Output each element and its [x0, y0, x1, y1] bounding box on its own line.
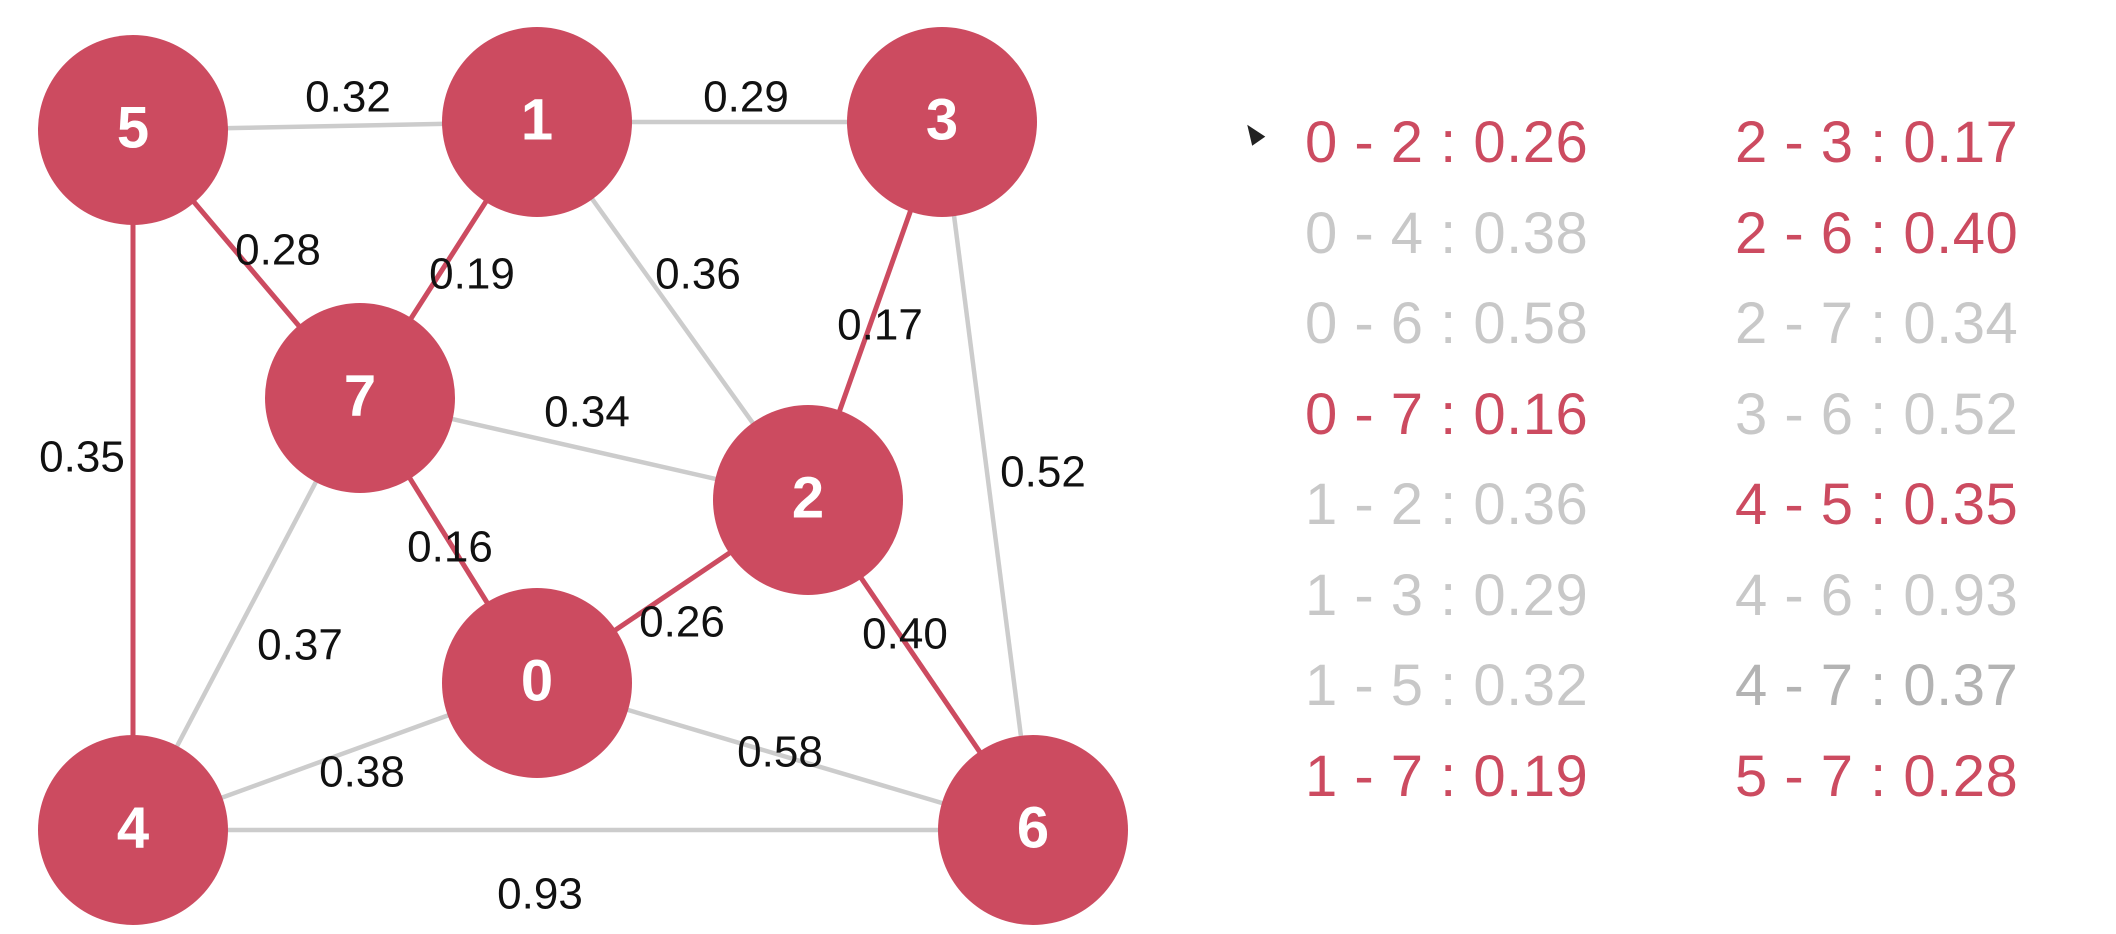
edge-weight-label-4-6: 0.93 — [497, 870, 583, 919]
node-circle — [38, 735, 228, 925]
node-label: 1 — [521, 87, 553, 152]
graph-node-5: 5 — [38, 35, 228, 225]
edge-list-item: 1 - 5 : 0.32 — [1305, 653, 1589, 718]
edge-weight-label-0-2: 0.26 — [639, 598, 725, 647]
edge-weight-label-4-7: 0.37 — [257, 621, 343, 670]
node-circle — [38, 35, 228, 225]
graph-node-4: 4 — [38, 735, 228, 925]
edge-weight-label-1-2: 0.36 — [655, 250, 741, 299]
edge-weight-label-0-4: 0.38 — [319, 748, 405, 797]
edge-weight-label-5-7: 0.28 — [235, 226, 321, 275]
node-circle — [442, 588, 632, 778]
edge-list-item: 4 - 7 : 0.37 — [1735, 653, 2019, 718]
edge-list-item: 1 - 7 : 0.19 — [1305, 743, 1589, 809]
edge-list-item: 2 - 7 : 0.34 — [1735, 291, 2019, 356]
node-label: 4 — [117, 795, 149, 860]
edge-list-item: 0 - 6 : 0.58 — [1305, 291, 1589, 356]
node-circle — [442, 27, 632, 217]
edge-list-item: 2 - 3 : 0.17 — [1735, 110, 2019, 175]
edge-weight-label-1-3: 0.29 — [703, 73, 789, 122]
node-label: 2 — [792, 465, 824, 530]
edge-weight-list: 0 - 2 : 0.26 0 - 4 : 0.38 0 - 6 : 0.58 0 - … — [1305, 108, 2065, 832]
graph-node-3: 3 — [847, 27, 1037, 217]
node-label: 7 — [344, 363, 376, 428]
node-label: 0 — [521, 648, 553, 713]
edge-weight-label-0-7: 0.16 — [407, 523, 493, 572]
node-circle — [938, 735, 1128, 925]
graph-node-2: 2 — [713, 405, 903, 595]
node-circle — [713, 405, 903, 595]
edge-labels-layer: 0.26 0.38 0.58 0.16 0.36 0.29 0.32 0.19 0.17 0.40… — [39, 73, 1086, 919]
edge-weight-label-1-7: 0.19 — [429, 250, 515, 299]
edge-list-item: 0 - 7 : 0.16 — [1305, 381, 1589, 447]
edge-weight-label-3-6: 0.52 — [1000, 448, 1086, 497]
edge-list-item: 4 - 6 : 0.93 — [1735, 562, 2019, 628]
edge-list-item: 3 - 6 : 0.52 — [1735, 381, 2019, 447]
edge-list-item: 0 - 2 : 0.26 — [1305, 110, 1589, 175]
edge-weight-label-0-6: 0.58 — [737, 728, 823, 777]
node-label: 5 — [117, 95, 149, 160]
edge-weight-label-2-7: 0.34 — [544, 388, 630, 437]
graph-node-7: 7 — [265, 303, 455, 493]
edge-list-item: 0 - 4 : 0.38 — [1305, 200, 1589, 266]
edge-weight-label-4-5: 0.35 — [39, 433, 125, 482]
node-label: 3 — [926, 87, 958, 152]
mouse-pointer-icon — [1240, 120, 1266, 146]
edge-3-6 — [939, 121, 1036, 831]
edge-weight-label-1-5: 0.32 — [305, 73, 391, 122]
edge-list-item: 1 - 2 : 0.36 — [1305, 472, 1589, 537]
node-circle — [847, 27, 1037, 217]
graph-node-0: 0 — [442, 588, 632, 778]
node-circle — [265, 303, 455, 493]
node-label: 6 — [1017, 795, 1049, 860]
graph-node-1: 1 — [442, 27, 632, 217]
edge-list-item: 4 - 5 : 0.35 — [1735, 472, 2019, 537]
edge-weight-label-2-3: 0.17 — [837, 301, 923, 350]
edge-list-item: 1 - 3 : 0.29 — [1305, 562, 1589, 628]
graph-node-6: 6 — [938, 735, 1128, 925]
edge-list-item: 2 - 6 : 0.40 — [1735, 200, 2019, 266]
nodes-layer: 0 1 2 3 4 5 6 7 — [38, 27, 1128, 925]
graph-diagram: 0 1 2 3 4 5 6 7 0.26 0.38 0.58 0.16 0.36 0.29 0.32 0.1… — [38, 27, 1128, 925]
edge-weight-label-2-6: 0.40 — [862, 610, 948, 659]
edge-list-item: 5 - 7 : 0.28 — [1735, 743, 2019, 809]
